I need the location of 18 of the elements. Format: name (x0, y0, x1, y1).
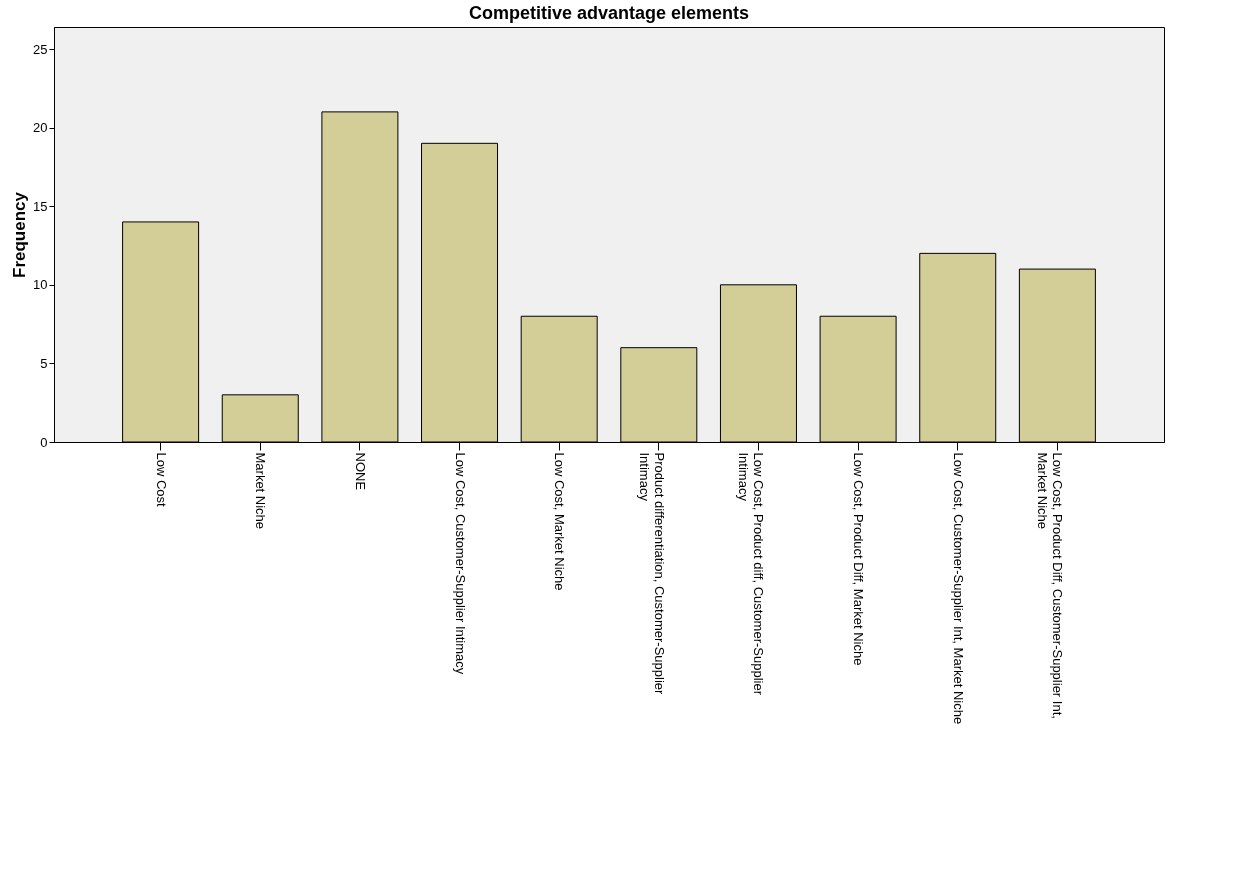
x-tick-label: Low Cost, Market Niche (552, 452, 568, 591)
y-tick-label: 0 (40, 434, 48, 450)
y-tick-label: 10 (33, 277, 48, 293)
x-tick-label: Low Cost (153, 452, 169, 508)
x-tick-label: Market Niche (253, 452, 269, 530)
y-axis-title: Frequency (10, 191, 30, 278)
x-tick-label: Low Cost, Customer-Supplier Int, Market Niche (950, 452, 966, 725)
y-tick-label: 15 (33, 198, 48, 214)
x-tick-label: Low Cost, Customer-Supplier Intimacy (452, 452, 468, 675)
y-tick-label: 25 (33, 41, 48, 57)
y-tick-label: 5 (40, 355, 48, 371)
chart-title: Competitive advantage elements (468, 3, 750, 23)
x-tick-label: Low Cost, Product diff, Customer-Supplier Intimacy (736, 452, 767, 696)
x-tick-label: Low Cost, Product Diff, Customer-Supplier Int, Market Niche (1035, 452, 1066, 719)
y-tick-label: 20 (33, 120, 48, 136)
x-tick-label: NONE (352, 452, 368, 491)
x-tick-label: Low Cost, Product Diff, Market Niche (851, 452, 867, 666)
x-tick-label: Product differentiation, Customer-Supplier Intimacy (636, 452, 667, 695)
